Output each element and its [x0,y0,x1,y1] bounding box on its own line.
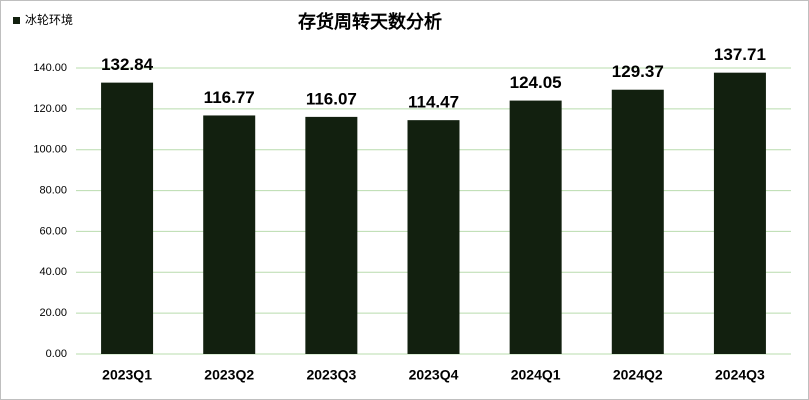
value-label: 124.05 [510,73,562,92]
bar [101,82,154,354]
value-label: 129.37 [612,62,664,81]
bar [407,120,460,354]
x-tick-label: 2023Q3 [306,367,356,383]
y-tick-label: 100.00 [33,144,67,156]
value-label: 132.84 [101,55,154,74]
bar [611,89,664,354]
legend-label: 冰轮环境 [25,12,73,27]
value-label: 116.07 [306,89,357,108]
x-tick-label: 2023Q2 [204,367,254,383]
bar [713,72,766,354]
value-label: 137.71 [714,45,766,64]
value-label: 116.77 [204,88,255,107]
value-label: 114.47 [408,93,459,112]
x-tick-label: 2024Q1 [511,367,561,383]
x-tick-label: 2023Q4 [409,367,459,383]
y-tick-label: 120.00 [33,103,67,115]
bar [203,115,256,355]
y-tick-label: 40.00 [39,266,67,278]
y-tick-label: 60.00 [39,225,67,237]
bar [509,100,562,354]
y-tick-label: 0.00 [46,348,67,360]
chart-title: 存货周转天数分析 [298,11,442,32]
y-tick-label: 80.00 [39,184,67,196]
legend-swatch [13,17,20,24]
x-tick-label: 2023Q1 [102,367,152,383]
x-tick-label: 2024Q3 [715,367,765,383]
bar [305,116,358,354]
y-tick-label: 20.00 [39,307,67,319]
x-tick-label: 2024Q2 [613,367,663,383]
y-tick-label: 140.00 [33,62,67,74]
